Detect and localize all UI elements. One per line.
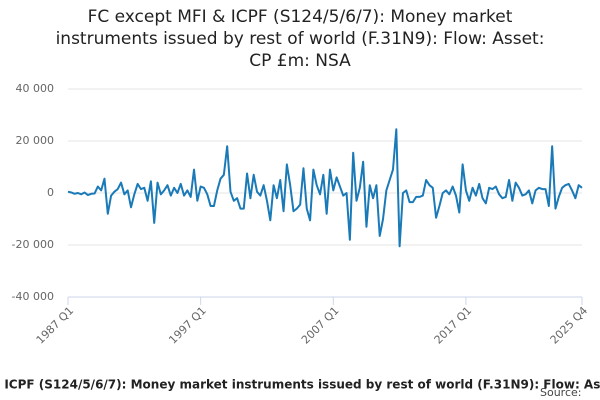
x-tick-label: 1997 Q1	[166, 304, 209, 347]
x-tick-label: 1987 Q1	[34, 304, 77, 347]
x-tick-label: 2025 Q4	[548, 304, 591, 347]
chart-title: FC except MFI & ICPF (S124/5/6/7): Money…	[55, 7, 545, 71]
x-tick-label: 2007 Q1	[299, 304, 342, 347]
x-tick-label: 2017 Q1	[432, 304, 475, 347]
y-tick-label: 40 000	[16, 82, 55, 95]
data-line	[67, 128, 583, 248]
y-tick-label: -40 000	[12, 290, 54, 303]
source: Source:	[540, 386, 582, 399]
footer-caption: FC except MFI & ICPF (S124/5/6/7): Money…	[0, 378, 600, 392]
y-tick-label: -20 000	[12, 238, 54, 251]
y-tick-label: 20 000	[16, 134, 55, 147]
y-tick-label: 0	[47, 186, 54, 199]
